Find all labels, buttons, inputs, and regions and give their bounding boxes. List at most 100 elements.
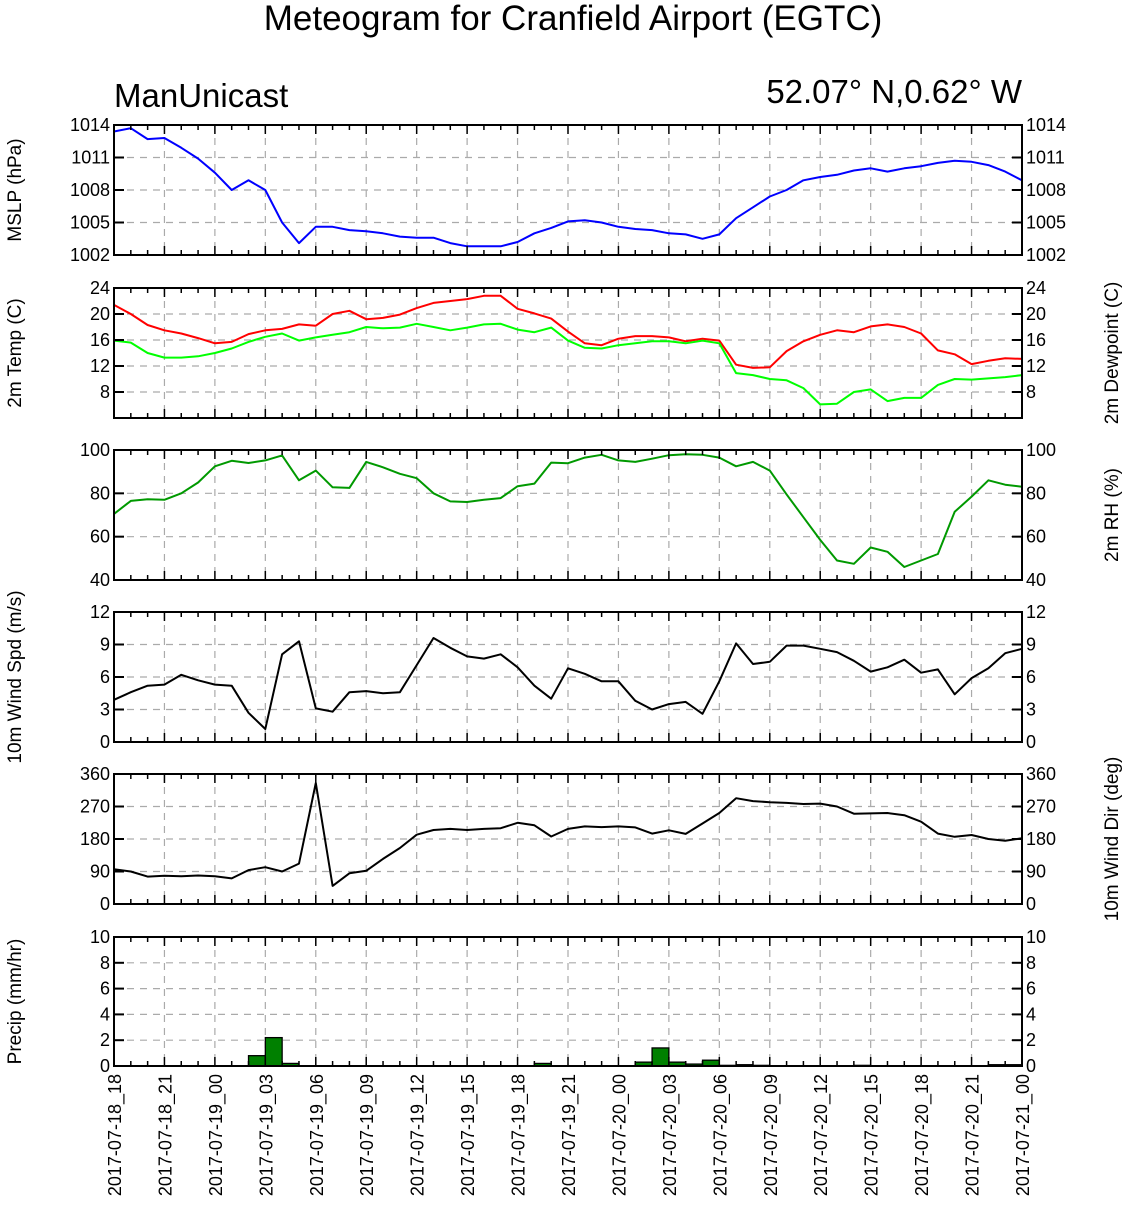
y-tick-label: 0 bbox=[1026, 1056, 1036, 1076]
y-tick-label: 60 bbox=[90, 527, 110, 547]
y-axis-label: 2m Temp (C) bbox=[5, 298, 26, 407]
x-tick-label: 2017-07-20_21 bbox=[963, 1074, 984, 1196]
y-tick-label: 4 bbox=[1026, 1004, 1036, 1024]
y-axis-label: MSLP (hPa) bbox=[5, 138, 26, 241]
y-axis-label-right: 2m RH (%) bbox=[1102, 468, 1123, 562]
y-tick-label: 100 bbox=[1026, 440, 1056, 460]
y-tick-label: 180 bbox=[80, 829, 110, 849]
y-tick-label: 12 bbox=[90, 356, 110, 376]
y-tick-label: 90 bbox=[90, 862, 110, 882]
panel-mslp: 1002 1002 1005 1005 1008 1008 1011 1011 1014 1014… bbox=[5, 115, 1066, 265]
panel-wind-direction: 0 0 90 90 180 180 270 270 360 360 10m Wind Dir (de… bbox=[80, 757, 1123, 922]
y-tick-label: 12 bbox=[90, 602, 110, 622]
rh-series-1 bbox=[113, 453, 1023, 568]
y-tick-label: 1002 bbox=[70, 245, 110, 265]
y-tick-label: 6 bbox=[1026, 667, 1036, 687]
y-tick-label: 0 bbox=[100, 1056, 110, 1076]
y-tick-label: 1014 bbox=[1026, 115, 1066, 135]
precip-bar bbox=[264, 1036, 283, 1067]
x-tick-label: 2017-07-19_18 bbox=[509, 1074, 530, 1196]
y-tick-label: 8 bbox=[100, 953, 110, 973]
x-tick-label: 2017-07-19_12 bbox=[408, 1074, 429, 1196]
y-tick-label: 100 bbox=[80, 440, 110, 460]
y-tick-label: 40 bbox=[90, 570, 110, 590]
y-tick-label: 180 bbox=[1026, 829, 1056, 849]
precip-bar bbox=[651, 1047, 670, 1067]
x-tick-label: 2017-07-20_12 bbox=[811, 1074, 832, 1196]
temp-dewpoint-series-2 bbox=[113, 322, 1023, 406]
panel-rh: 40 40 60 60 80 80 100 100 2m RH (%) bbox=[80, 440, 1123, 590]
mslp-series-1 bbox=[113, 127, 1023, 248]
y-tick-label: 80 bbox=[90, 483, 110, 503]
y-tick-label: 360 bbox=[1026, 764, 1056, 784]
y-tick-label: 16 bbox=[90, 330, 110, 350]
precip-bar bbox=[247, 1055, 266, 1067]
x-tick-label: 2017-07-18_18 bbox=[105, 1074, 126, 1196]
y-tick-label: 80 bbox=[1026, 483, 1046, 503]
x-tick-label: 2017-07-20_09 bbox=[761, 1074, 782, 1196]
y-tick-label: 270 bbox=[1026, 797, 1056, 817]
y-tick-label: 2 bbox=[1026, 1030, 1036, 1050]
panel-wind-speed: 0 0 3 3 6 6 9 9 12 12 10m Wind Spd (m/s) bbox=[5, 590, 1046, 763]
y-tick-label: 24 bbox=[90, 278, 110, 298]
y-axis-label-right: 2m Dewpoint (C) bbox=[1102, 282, 1123, 425]
x-tick-label: 2017-07-20_00 bbox=[609, 1074, 630, 1196]
y-tick-label: 10 bbox=[90, 927, 110, 947]
y-tick-label: 9 bbox=[100, 635, 110, 655]
panel-temp-dewpoint: 8 8 12 12 16 16 20 20 24 24 2m Temp (C) 2m Dewpoint… bbox=[5, 278, 1123, 424]
y-tick-label: 0 bbox=[100, 732, 110, 752]
y-tick-label: 12 bbox=[1026, 356, 1046, 376]
temp-dewpoint-series-1 bbox=[113, 294, 1023, 369]
y-tick-label: 360 bbox=[80, 764, 110, 784]
x-tick-label: 2017-07-19_15 bbox=[458, 1074, 479, 1196]
y-tick-label: 0 bbox=[100, 894, 110, 914]
y-axis-label-right: 10m Wind Dir (deg) bbox=[1102, 757, 1123, 922]
y-tick-label: 6 bbox=[100, 979, 110, 999]
y-tick-label: 8 bbox=[1026, 382, 1036, 402]
y-tick-label: 1005 bbox=[70, 213, 110, 233]
y-tick-label: 0 bbox=[1026, 732, 1036, 752]
y-tick-label: 4 bbox=[100, 1004, 110, 1024]
y-tick-label: 1011 bbox=[1026, 148, 1065, 168]
y-tick-label: 1005 bbox=[1026, 213, 1066, 233]
y-tick-label: 6 bbox=[1026, 979, 1036, 999]
y-tick-label: 40 bbox=[1026, 570, 1046, 590]
x-tick-label: 2017-07-19_09 bbox=[357, 1074, 378, 1196]
y-tick-label: 1002 bbox=[1026, 245, 1066, 265]
location-label: 52.07° N,0.62° W bbox=[766, 73, 1023, 110]
x-tick-label: 2017-07-19_06 bbox=[307, 1074, 328, 1196]
x-tick-label: 2017-07-20_03 bbox=[660, 1074, 681, 1196]
y-tick-label: 1008 bbox=[70, 180, 110, 200]
wind-speed-series-1 bbox=[113, 637, 1023, 730]
y-tick-label: 24 bbox=[1026, 278, 1046, 298]
y-tick-label: 8 bbox=[1026, 953, 1036, 973]
y-tick-label: 60 bbox=[1026, 527, 1046, 547]
x-tick-label: 2017-07-19_03 bbox=[256, 1074, 277, 1196]
x-tick-label: 2017-07-18_21 bbox=[155, 1074, 176, 1196]
y-tick-label: 3 bbox=[1026, 700, 1036, 720]
y-tick-label: 6 bbox=[100, 667, 110, 687]
panel-precip: 0 0 2 2 4 4 6 6 8 8 10 10 Precip (mm/hr) bbox=[5, 927, 1046, 1076]
y-tick-label: 1011 bbox=[71, 148, 110, 168]
y-tick-label: 12 bbox=[1026, 602, 1046, 622]
y-axis-label: 10m Wind Spd (m/s) bbox=[5, 590, 26, 763]
y-tick-label: 3 bbox=[100, 700, 110, 720]
chart-title: Meteogram for Cranfield Airport (EGTC) bbox=[264, 0, 883, 38]
y-tick-label: 9 bbox=[1026, 635, 1036, 655]
x-tick-label: 2017-07-20_06 bbox=[710, 1074, 731, 1196]
y-tick-label: 0 bbox=[1026, 894, 1036, 914]
y-tick-label: 270 bbox=[80, 797, 110, 817]
y-tick-label: 2 bbox=[100, 1030, 110, 1050]
y-tick-label: 20 bbox=[1026, 304, 1046, 324]
y-tick-label: 20 bbox=[90, 304, 110, 324]
time-axis: 2017-07-18_18 2017-07-18_21 2017-07-19_00 2… bbox=[105, 1074, 1034, 1196]
y-tick-label: 10 bbox=[1026, 927, 1046, 947]
x-tick-label: 2017-07-21_00 bbox=[1013, 1074, 1034, 1196]
x-tick-label: 2017-07-20_18 bbox=[912, 1074, 933, 1196]
wind-direction-series-1 bbox=[113, 782, 1023, 887]
x-tick-label: 2017-07-19_00 bbox=[206, 1074, 227, 1196]
y-axis-label: Precip (mm/hr) bbox=[5, 939, 26, 1065]
x-tick-label: 2017-07-20_15 bbox=[862, 1074, 883, 1196]
